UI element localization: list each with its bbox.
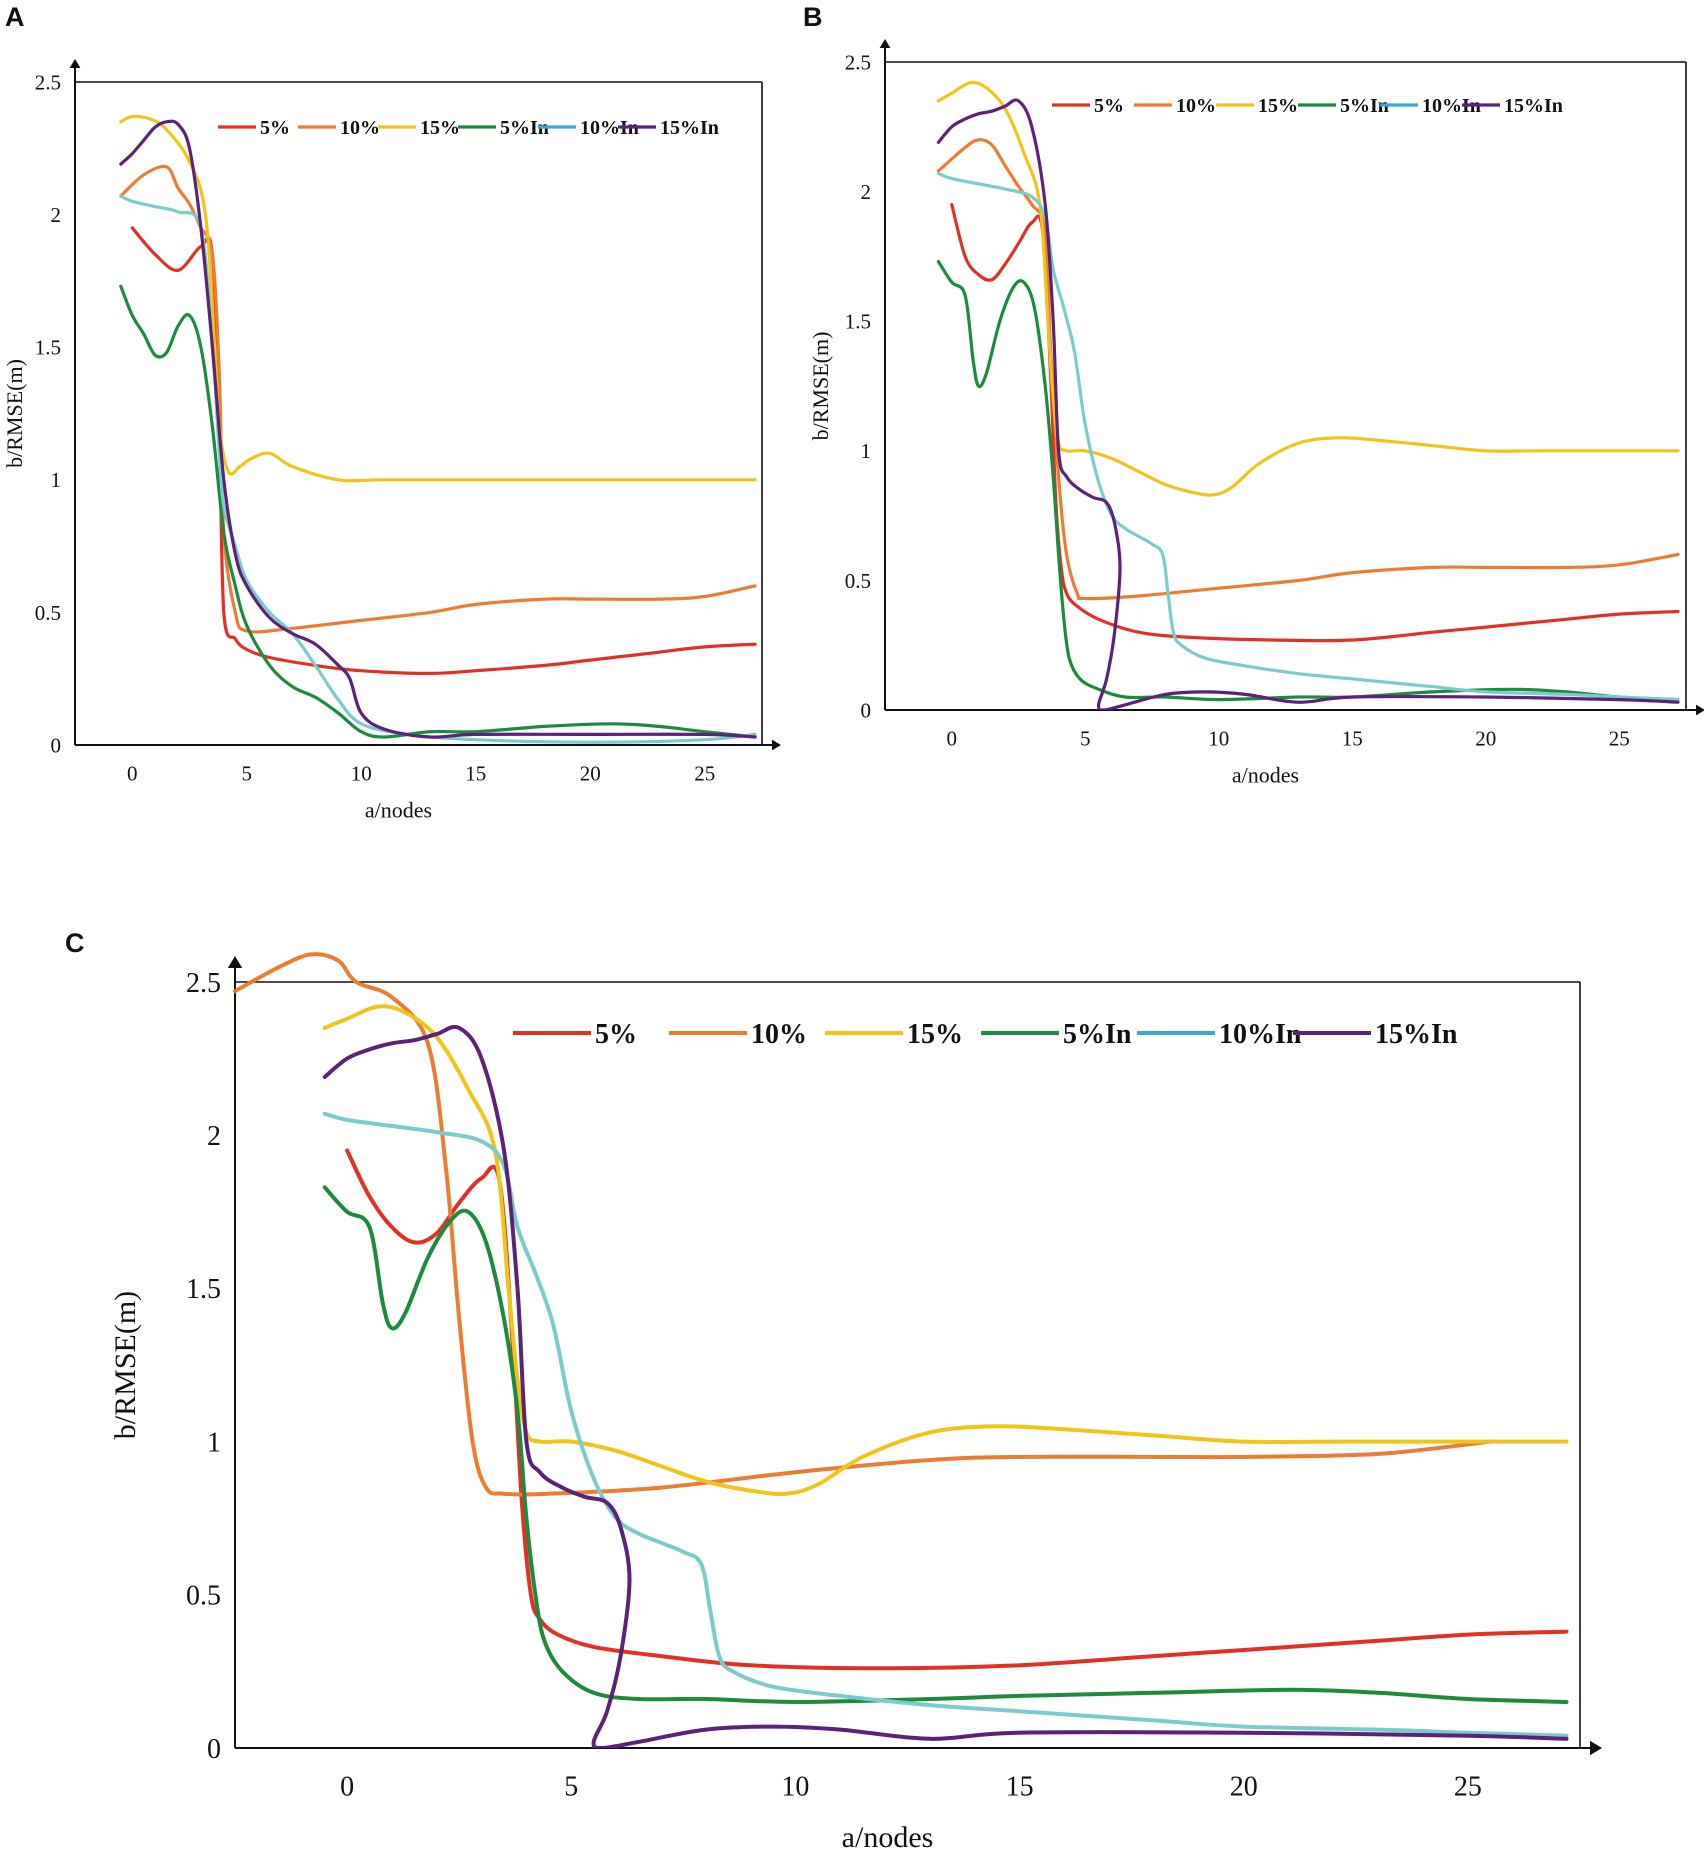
series-line-b-15pct (936, 80, 1680, 497)
x-axis-arrow-a (772, 739, 781, 751)
x-tick-label-b: 10 (1208, 727, 1229, 751)
y-tick-label-b: 2 (861, 180, 872, 204)
legend-label-b-10pct: 10% (1176, 95, 1216, 117)
series-line-a-5pctin (119, 284, 757, 739)
legend-label-b-15pct: 15% (1258, 95, 1298, 117)
y-tick-label-c: 2.5 (186, 968, 221, 999)
series-line-a-15pctin (119, 119, 757, 739)
y-tick-label-a: 1.5 (35, 336, 61, 360)
x-tick-label-b: 20 (1475, 727, 1496, 751)
y-axis-label-c: b/RMSE(m) (109, 1291, 142, 1439)
chart-panel-a: 0 5 10 15 20 25 0 0.5 1 1.5 2 2.5 a/nodes b/RMSE(m) 5%… (2, 59, 781, 823)
x-tick-label-b: 5 (1080, 727, 1091, 751)
x-tick-label-c: 15 (1006, 1772, 1034, 1803)
x-tick-label-a: 5 (242, 762, 253, 786)
series-line-b-10pct (936, 138, 1680, 601)
x-axis-label-a: a/nodes (365, 798, 432, 823)
x-tick-label-c: 5 (564, 1772, 578, 1803)
legend-label-a-5pctin: 5%In (500, 117, 549, 139)
x-axis-label-b: a/nodes (1232, 763, 1299, 788)
y-tick-label-c: 0.5 (186, 1581, 221, 1612)
y-tick-label-a: 2.5 (35, 70, 61, 94)
legend-label-c-5pctin: 5%In (1063, 1019, 1132, 1050)
x-tick-label-a: 20 (580, 762, 601, 786)
x-axis-arrow-c (1590, 1740, 1602, 1756)
legend-label-c-15pctin: 15%In (1375, 1019, 1458, 1050)
series-line-a-10pct (119, 164, 757, 634)
panel-label-c: C (65, 928, 85, 958)
legend-label-c-10pct: 10% (751, 1019, 807, 1050)
y-axis-label-b: b/RMSE(m) (808, 332, 833, 441)
y-tick-label-b: 1 (861, 439, 872, 463)
y-tick-label-c: 1 (207, 1427, 221, 1458)
series-line-c-5pctin (322, 1185, 1569, 1704)
series-line-c-10pct (233, 952, 1493, 1497)
legend-label-b-10pctin: 10%In (1422, 95, 1481, 117)
series-line-c-15pctin (322, 1024, 1569, 1748)
y-axis-arrow-a (69, 59, 81, 68)
legend-label-a-15pct: 15% (420, 117, 460, 139)
y-tick-label-b: 0.5 (845, 569, 871, 593)
legend-label-a-15pctin: 15%In (660, 117, 719, 139)
x-tick-label-a: 0 (127, 762, 138, 786)
y-tick-label-c: 0 (207, 1734, 221, 1765)
y-tick-label-a: 2 (51, 203, 62, 227)
series-line-c-15pct (322, 1004, 1569, 1496)
x-tick-label-b: 0 (947, 727, 958, 751)
series-line-c-10pctin (322, 1111, 1569, 1738)
y-axis-label-a: b/RMSE(m) (2, 359, 27, 468)
y-axis-arrow-c (227, 956, 243, 968)
x-tick-label-b: 15 (1342, 727, 1363, 751)
x-tick-label-c: 20 (1230, 1772, 1258, 1803)
legend-label-c-10pctin: 10%In (1219, 1019, 1302, 1050)
y-tick-label-a: 0.5 (35, 601, 61, 625)
y-tick-label-b: 2.5 (845, 50, 871, 74)
x-tick-label-a: 15 (465, 762, 486, 786)
y-tick-label-b: 1.5 (845, 310, 871, 334)
y-tick-label-a: 1 (51, 468, 62, 492)
series-line-b-5pct (950, 203, 1680, 643)
x-axis-label-c: a/nodes (842, 1821, 934, 1854)
series-line-b-5pctin (936, 260, 1680, 702)
y-axis-arrow-b (879, 39, 891, 48)
series-line-a-10pctin (119, 194, 757, 744)
x-axis-arrow-b (1696, 704, 1704, 716)
x-tick-label-a: 25 (694, 762, 715, 786)
legend-label-a-10pct: 10% (340, 117, 380, 139)
x-tick-label-c: 0 (340, 1772, 354, 1803)
x-tick-label-c: 25 (1454, 1772, 1482, 1803)
series-line-b-15pctin (936, 98, 1680, 710)
x-tick-label-a: 10 (351, 762, 372, 786)
x-tick-label-b: 25 (1609, 727, 1630, 751)
legend-label-a-10pctin: 10%In (580, 117, 639, 139)
y-tick-label-a: 0 (51, 733, 62, 757)
series-line-b-10pctin (936, 171, 1680, 702)
legend-label-b-5pctin: 5%In (1340, 95, 1389, 117)
legend-label-b-5pct: 5% (1094, 95, 1124, 117)
legend-label-c-5pct: 5% (595, 1019, 637, 1050)
y-tick-label-c: 2 (207, 1121, 221, 1152)
panel-label-b: B (803, 2, 823, 32)
series-line-a-5pct (130, 226, 757, 675)
y-tick-label-b: 0 (861, 698, 872, 722)
legend-label-b-15pctin: 15%In (1504, 95, 1563, 117)
chart-panel-b: 0 5 10 15 20 25 0 0.5 1 1.5 2 2.5 a/nodes b/RMSE(m) 5%… (808, 39, 1704, 788)
y-tick-label-c: 1.5 (186, 1274, 221, 1305)
panel-label-a: A (5, 2, 25, 32)
series-line-c-5pct (345, 1148, 1569, 1671)
series-line-a-15pct (119, 114, 757, 483)
chart-panel-c: 0 5 10 15 20 25 0 0.5 1 1.5 2 2.5 a/nodes b/RMSE(m) 5%… (109, 952, 1602, 1854)
legend-label-a-5pct: 5% (260, 117, 290, 139)
legend-label-c-15pct: 15% (907, 1019, 963, 1050)
x-tick-label-c: 10 (781, 1772, 809, 1803)
